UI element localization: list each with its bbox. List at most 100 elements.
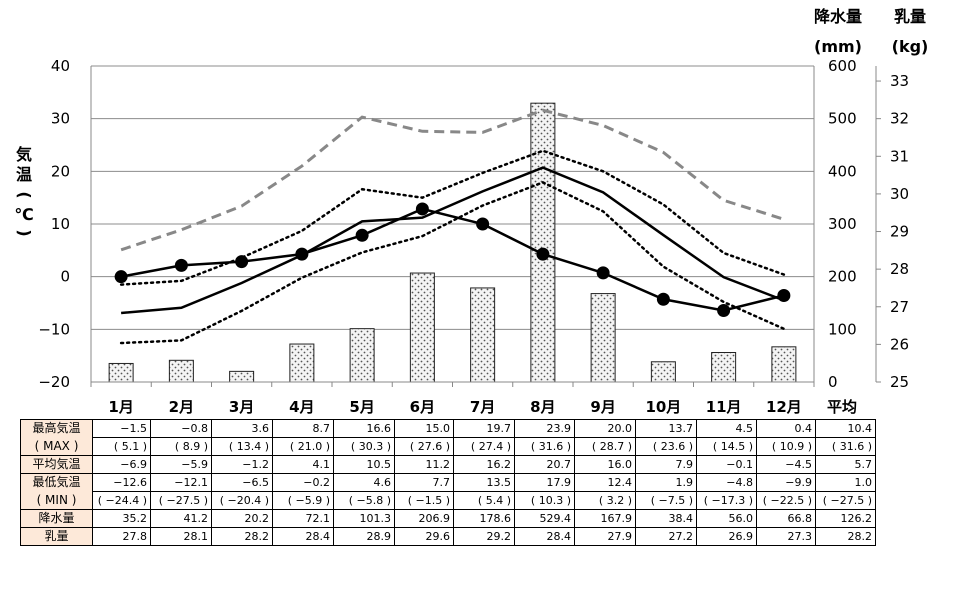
table-cell: 1.0 [815,473,876,492]
table-cell: 28.4 [272,527,334,546]
month-label: 10月 [645,398,681,416]
left-tick-label: 40 [51,57,70,75]
table-cell: −9.9 [756,473,816,492]
table-cell: 28.2 [211,527,273,546]
precip-bar [289,343,315,383]
table-cell: −6.9 [92,455,151,474]
table-cell: 20.0 [574,419,636,438]
table-cell: 28.4 [514,527,575,546]
month-label: 3月 [229,398,254,416]
min-temp-line [119,181,786,345]
month-label: 12月 [766,398,802,416]
milk-tick-label: 33 [890,72,909,90]
precip-tick-label: 600 [828,57,857,75]
max-record-line [120,108,785,252]
table-cell: ( 14.5 ) [696,437,757,456]
table-cell: 23.9 [514,419,575,438]
table-cell: ( −17.3 ) [696,491,757,510]
table-row: ( MIN )( −24.4 )( −27.5 )( −20.4 )( −5.9… [20,491,876,510]
table-cell: −0.2 [272,473,334,492]
month-label: 1月 [108,398,133,416]
table-cell: 29.2 [453,527,515,546]
table-cell: ( 10.9 ) [756,437,816,456]
table-cell: 29.6 [394,527,454,546]
table-row: ( MAX )( 5.1 )( 8.9 )( 13.4 )( 21.0 )( 3… [20,437,876,456]
table-cell: 126.2 [815,509,876,528]
milk-tick-label: 27 [890,298,909,316]
table-cell: 10.5 [333,455,395,474]
month-label: 5月 [349,398,374,416]
milk-point [415,202,429,216]
precip-bar [590,293,616,383]
table-cell: ( 28.7 ) [574,437,636,456]
table-cell: 11.2 [394,455,454,474]
milk-point [476,217,490,231]
left-tick-label: 30 [51,110,70,128]
table-cell: 529.4 [514,509,575,528]
milk-tick-label: 32 [890,110,909,128]
precip-bar [168,359,194,383]
milk-line [120,207,785,312]
precip-bar [470,287,496,383]
table-cell: 26.9 [696,527,757,546]
table-cell: 16.0 [574,455,636,474]
table-cell: −5.9 [150,455,212,474]
table-row: 降水量 35.2 41.2 20.2 72.1 101.3 206.9 178.6 529.4 1… [20,509,876,528]
table-cell: ( −20.4 ) [211,491,273,510]
table-cell: 41.2 [150,509,212,528]
table-cell: ( −22.5 ) [756,491,816,510]
table-cell: ( 31.6 ) [815,437,876,456]
milk-point [295,247,309,261]
milk-point [717,304,731,318]
milk-tick-label: 29 [890,223,909,241]
left-tick-label: −20 [38,373,70,391]
precip-tick-label: 400 [828,162,857,180]
table-cell: 28.2 [815,527,876,546]
month-label: 4月 [289,398,314,416]
table-cell: 178.6 [453,509,515,528]
table-cell: 1.9 [635,473,697,492]
month-label: 2月 [169,398,194,416]
table-cell: −6.5 [211,473,273,492]
table-cell: ( −27.5 ) [815,491,876,510]
table-cell: ( −5.8 ) [333,491,395,510]
milk-axis-title: 乳量 [894,7,926,26]
table-cell: 12.4 [574,473,636,492]
table-cell: 7.9 [635,455,697,474]
left-axis-title-char: 温 [15,165,32,184]
table-cell: 27.3 [756,527,816,546]
table-cell: 4.1 [272,455,334,474]
precip-tick-label: 300 [828,215,857,233]
table-cell: ( −5.9 ) [272,491,334,510]
milk-axis-unit: (kg) [892,37,929,56]
table-cell: 28.9 [333,527,395,546]
avg-temp-line [121,166,785,315]
table-cell: ( 30.3 ) [333,437,395,456]
precip-bar [349,328,375,383]
table-cell: ( 13.4 ) [211,437,273,456]
table-cell: 4.6 [333,473,395,492]
table-cell: ( −1.5 ) [394,491,454,510]
table-cell: ( 31.6 ) [514,437,575,456]
left-tick-label: 10 [51,215,70,233]
month-label: 9月 [590,398,615,416]
table-cell: 17.9 [514,473,575,492]
table-cell: −12.6 [92,473,151,492]
precip-axis-title: 降水量 [814,7,862,26]
table-cell: 38.4 [635,509,697,528]
table-cell: 13.7 [635,419,697,438]
table-cell: ( 10.3 ) [514,491,575,510]
left-axis-title-char: ℃ [14,205,33,224]
table-cell: −0.1 [696,455,757,474]
table-cell: 20.2 [211,509,273,528]
table-cell: 28.1 [150,527,212,546]
milk-point [536,247,550,261]
avg-label: 平均 [827,398,857,416]
table-cell: 27.2 [635,527,697,546]
table-row: 平均気温 −6.9 −5.9 −1.2 4.1 10.5 11.2 16.2 20.7 16.0 7… [20,455,876,474]
precip-tick-label: 100 [828,320,857,338]
precip-tick-label: 500 [828,110,857,128]
left-axis-title-char: ( [15,191,34,198]
table-cell: ( 5.4 ) [453,491,515,510]
table-cell: −12.1 [150,473,212,492]
